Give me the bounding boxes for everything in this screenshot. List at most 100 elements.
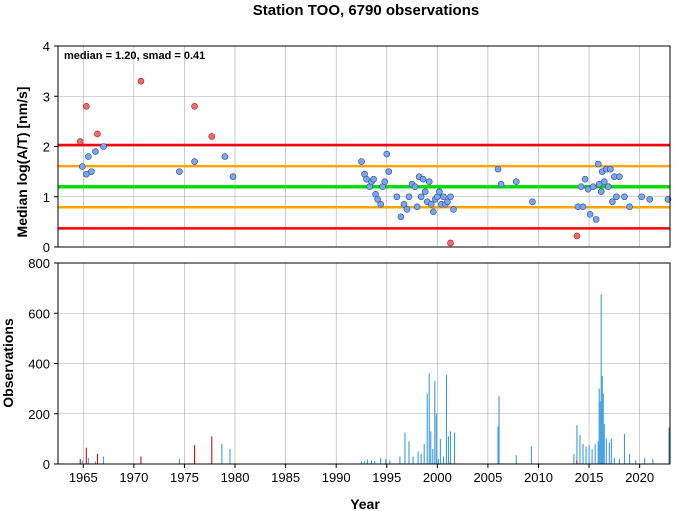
observations-bars (79, 294, 670, 464)
year-x-tick-label: 1980 (221, 470, 250, 485)
median-point (377, 200, 384, 208)
year-x-tick-label: 1970 (119, 470, 148, 485)
median-point (594, 160, 602, 168)
median-point (383, 150, 391, 158)
median-point (638, 193, 645, 201)
median-point (381, 178, 389, 185)
median-point-outlier (76, 138, 84, 145)
median-point (447, 193, 454, 201)
median-point-outlier (83, 103, 90, 110)
year-x-tick-label: 1965 (69, 470, 98, 485)
median-point-outlier (94, 130, 101, 138)
year-x-tick-label: 2015 (575, 470, 604, 485)
median-point (429, 208, 437, 216)
median-point (393, 193, 401, 201)
median-point (370, 175, 377, 183)
median-point-outlier (208, 133, 216, 140)
median-point (403, 206, 411, 213)
median-y-tick-label: 1 (43, 190, 50, 205)
median-point (600, 178, 608, 185)
median-point (440, 193, 447, 201)
year-x-tick-label: 2005 (473, 470, 502, 485)
year-x-tick-label: 1975 (170, 470, 199, 485)
median-point (405, 193, 413, 201)
median-y-ticks: 0 1 2 3 4 (43, 39, 58, 255)
median-point (586, 211, 594, 218)
year-x-tick-label: 1995 (372, 470, 401, 485)
median-point (604, 183, 612, 190)
median-point (664, 195, 672, 203)
observations-y-tick-label: 400 (28, 357, 50, 372)
median-y-axis-label: Median log(A/T) [nm/s] (14, 87, 30, 238)
median-point (494, 165, 502, 173)
median-point (444, 198, 451, 206)
median-point (425, 178, 433, 185)
year-x-tick-label: 2010 (524, 470, 553, 485)
median-point (436, 188, 443, 196)
median-point (100, 143, 107, 150)
median-point (609, 198, 616, 206)
median-point-outlier (447, 239, 454, 247)
year-x-tick-label: 2020 (625, 470, 654, 485)
year-x-axis-label: Year (350, 496, 380, 511)
median-point (88, 168, 95, 175)
median-point (229, 173, 237, 180)
median-y-tick-label: 4 (43, 39, 50, 54)
observations-y-tick-label: 0 (43, 457, 50, 472)
median-point (613, 193, 620, 201)
median-point (78, 163, 86, 170)
year-x-ticks: 1965 1970 1975 1980 1985 1990 1995 2000 2005 2010… (69, 464, 654, 485)
median-point (497, 180, 505, 188)
median-point (450, 206, 457, 213)
median-point-outlier (573, 232, 581, 240)
median-point (621, 193, 628, 201)
observations-y-axis-label: Observations (0, 318, 16, 408)
median-point (427, 200, 435, 208)
threshold-lines (58, 143, 670, 230)
median-point (419, 175, 427, 183)
median-point (92, 148, 99, 155)
median-annotation: median = 1.20, smad = 0.41 (64, 50, 205, 62)
median-points (76, 77, 672, 247)
median-point (646, 195, 654, 203)
year-x-tick-label: 1985 (271, 470, 300, 485)
median-point (607, 165, 614, 173)
observations-y-tick-label: 600 (28, 306, 50, 321)
median-point (577, 183, 585, 190)
median-point (400, 200, 408, 208)
median-point (589, 183, 597, 190)
observations-y-ticks: 0 200 400 600 800 (28, 256, 58, 472)
median-point (413, 203, 421, 211)
median-point (597, 188, 605, 196)
median-point (417, 193, 425, 201)
median-y-tick-label: 0 (43, 240, 50, 255)
median-point (421, 188, 429, 196)
median-point (191, 158, 198, 165)
median-point (581, 175, 589, 183)
median-grid (58, 45, 670, 248)
year-x-tick-label: 2000 (423, 470, 452, 485)
year-x-tick-label: 1990 (322, 470, 351, 485)
median-point (579, 203, 587, 211)
chart-title: Station TOO, 6790 observations (253, 2, 479, 19)
median-point (616, 173, 623, 180)
median-point (374, 195, 381, 203)
observations-grid (58, 262, 670, 465)
median-y-tick-label: 3 (43, 89, 50, 104)
median-point-outlier (191, 103, 198, 110)
median-point (529, 198, 536, 206)
median-point (512, 178, 520, 185)
median-point (411, 183, 419, 190)
median-panel: 0 1 2 3 4 median = 1.20, smad = 0.41 Median … (14, 39, 672, 255)
median-point (221, 153, 229, 160)
observations-y-tick-label: 800 (28, 256, 50, 271)
median-point (85, 153, 92, 160)
median-y-tick-label: 2 (43, 140, 50, 155)
median-point (358, 158, 365, 165)
median-point (385, 168, 393, 175)
median-point (626, 203, 633, 211)
median-point-outlier (137, 77, 145, 85)
median-point (397, 213, 405, 221)
